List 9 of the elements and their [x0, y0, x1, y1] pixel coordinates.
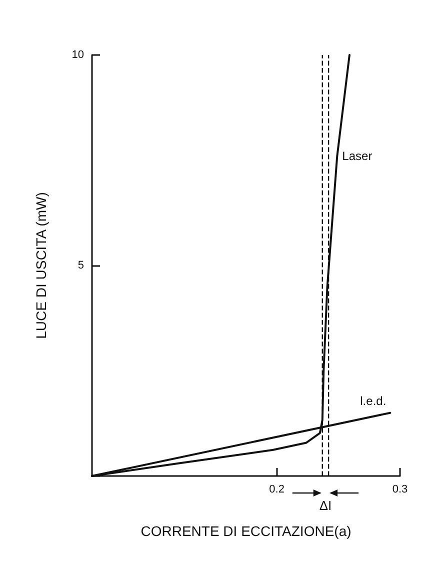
x-tick-label: 0.3	[392, 484, 408, 496]
x-tick-label: 0.2	[269, 484, 284, 496]
text: ΔI	[319, 498, 332, 513]
y-axis-title: LUCE DI USCITA (mW)	[33, 192, 49, 339]
x-axis-title: CORRENTE DI ECCITAZIONE(a)	[140, 523, 352, 539]
series-label: l.e.d.	[360, 394, 386, 408]
y-tick-label: 5	[78, 260, 84, 272]
series-label: Laser	[342, 149, 372, 164]
y-tick-label: 10	[72, 49, 84, 61]
